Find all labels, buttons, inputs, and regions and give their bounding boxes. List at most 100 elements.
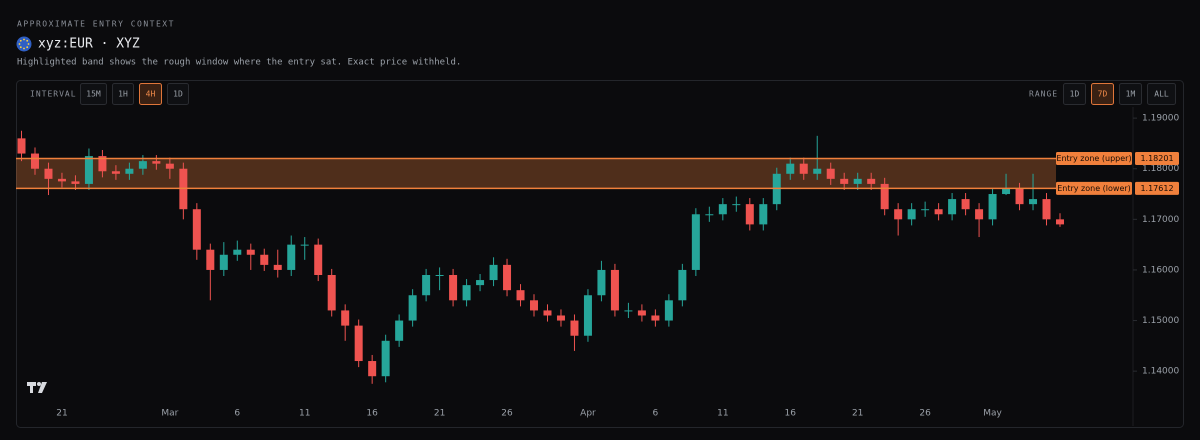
candle-body (408, 295, 417, 321)
x-tick-label: 11 (299, 409, 310, 419)
candle-body (341, 310, 350, 326)
zone-value-box (1135, 152, 1179, 166)
interval-button[interactable]: 1H (112, 83, 134, 105)
candle-body (381, 340, 390, 377)
entry-band (16, 158, 1056, 189)
candle-body (867, 178, 876, 184)
y-tick-label: 1.19000 (1142, 114, 1179, 124)
candle-body (691, 214, 700, 270)
candle-body (273, 264, 282, 270)
candle-body (206, 249, 215, 270)
candle-body (759, 204, 768, 225)
candle-body (449, 275, 458, 301)
candle-body (1042, 199, 1051, 220)
button-label: 1H (118, 90, 128, 99)
candle-body (786, 163, 795, 174)
button-label: ALL (1154, 90, 1169, 99)
candle-body (476, 280, 485, 286)
kicker: APPROXIMATE ENTRY CONTEXT (17, 20, 175, 29)
x-tick-label: 6 (234, 409, 240, 419)
asset-icon (16, 36, 32, 52)
candle-body (44, 168, 53, 179)
button-frame (80, 83, 107, 105)
candle-body (705, 214, 714, 216)
button-frame (1091, 83, 1114, 105)
candle-body (543, 310, 552, 316)
button-frame (112, 83, 134, 105)
zone-value-box (1135, 181, 1179, 195)
button-frame (1147, 83, 1176, 105)
candle-body (907, 209, 916, 220)
asset-title: xyz:EUR · XYZ (38, 37, 140, 52)
zone-label: Entry zone (lower) (1057, 184, 1131, 193)
candle-body (637, 310, 646, 316)
candle-body (1002, 188, 1011, 195)
candle-body (530, 300, 539, 311)
candle-body (165, 163, 174, 169)
button-frame (167, 83, 189, 105)
button-label: 1M (1126, 90, 1136, 99)
candle-body (934, 209, 943, 215)
candle-body (894, 209, 903, 220)
candle-body (246, 249, 255, 255)
candle-body (583, 295, 592, 336)
button-label: 1D (173, 90, 183, 99)
candle-body (98, 156, 107, 172)
x-tick-label: May (983, 409, 1002, 419)
interval-button[interactable]: 4H (139, 83, 162, 105)
candle-body (125, 168, 134, 174)
candle-body (422, 275, 431, 296)
candle-body (17, 138, 26, 154)
candle-body (516, 290, 525, 301)
candle-body (880, 183, 889, 210)
x-tick-label: 26 (501, 409, 513, 419)
candle-body (1029, 199, 1038, 205)
x-tick-label: Mar (161, 409, 178, 419)
zone-label: Entry zone (upper) (1056, 154, 1131, 163)
range-button[interactable]: ALL (1147, 83, 1176, 105)
subtitle: Highlighted band shows the rough window … (17, 58, 461, 68)
interval-button[interactable]: 15M (80, 83, 107, 105)
range-button[interactable]: 1D (1063, 83, 1086, 105)
candle-body (395, 320, 404, 341)
candle-body (799, 163, 808, 174)
candle-body (192, 209, 201, 250)
candle-body (840, 178, 849, 184)
button-label: 7D (1098, 90, 1108, 99)
interval-button[interactable]: 1D (167, 83, 189, 105)
zone-value: 1.18201 (1140, 154, 1173, 163)
candle-body (503, 264, 512, 291)
button-label: 15M (86, 90, 101, 99)
x-tick-label: 16 (785, 409, 797, 419)
candle-body (233, 249, 242, 255)
x-tick-label: 6 (653, 409, 659, 419)
x-tick-label: 21 (852, 409, 863, 419)
range-button[interactable]: 1M (1119, 83, 1142, 105)
candle-body (84, 156, 93, 184)
candle-body (327, 275, 336, 311)
tv-logo (27, 382, 47, 393)
candle-body (745, 204, 754, 225)
x-tick-label: 11 (717, 409, 728, 419)
candle-body (435, 275, 444, 277)
candle-body (570, 320, 579, 336)
range-button[interactable]: 7D (1091, 83, 1114, 105)
candle-body (287, 244, 296, 270)
candle-body (624, 310, 633, 312)
x-tick-label: 21 (434, 409, 445, 419)
y-tick-label: 1.14000 (1142, 367, 1179, 377)
x-tick-label: 21 (56, 409, 67, 419)
candle-body (368, 361, 377, 377)
zone-value: 1.17612 (1140, 184, 1173, 193)
candle-body (610, 269, 619, 311)
candle-body (1015, 188, 1024, 205)
candle-body (826, 168, 835, 179)
x-tick-label: 16 (366, 409, 378, 419)
candle-body (732, 204, 741, 206)
candle-body (71, 181, 80, 184)
candle-body (678, 269, 687, 301)
candle-body (988, 194, 997, 220)
y-tick-label: 1.16000 (1142, 265, 1179, 275)
candle-body (354, 325, 363, 362)
